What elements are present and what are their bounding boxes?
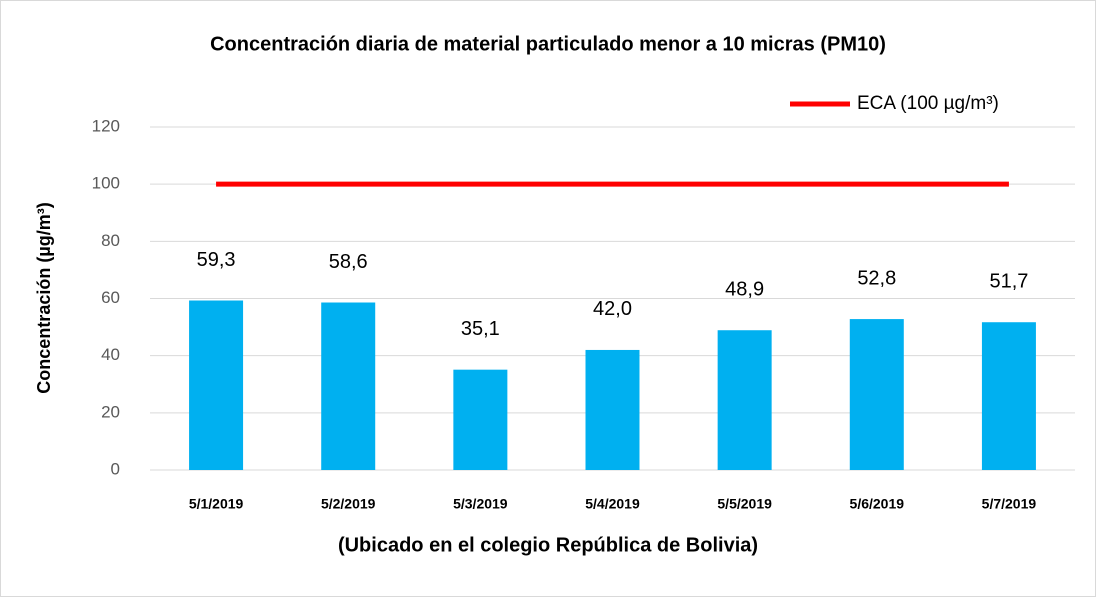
y-tick-label: 60 — [101, 288, 120, 307]
bar — [585, 349, 640, 470]
data-label: 42,0 — [593, 298, 632, 320]
bar — [453, 369, 508, 470]
y-tick-label: 20 — [101, 402, 120, 421]
data-label: 59,3 — [197, 249, 236, 271]
data-label: 58,6 — [329, 251, 368, 273]
x-tick-label: 5/6/2019 — [850, 496, 905, 512]
legend-label: ECA (100 µg/m³) — [857, 93, 999, 114]
data-label: 48,9 — [725, 279, 764, 301]
y-tick-label: 0 — [111, 459, 120, 478]
chart-title: Concentración diaria de material particu… — [210, 33, 886, 55]
bar — [189, 300, 244, 470]
y-tick-label: 100 — [92, 174, 120, 193]
data-label: 51,7 — [989, 271, 1028, 293]
bar — [321, 302, 376, 470]
bar — [717, 330, 772, 470]
x-tick-label: 5/1/2019 — [189, 496, 244, 512]
bar — [849, 319, 904, 470]
y-axis-label: Concentración (µg/m³) — [34, 202, 54, 393]
x-axis-label: (Ubicado en el colegio República de Boli… — [338, 534, 758, 556]
x-tick-label: 5/7/2019 — [982, 496, 1037, 512]
y-tick-label: 40 — [101, 345, 120, 364]
data-label: 35,1 — [461, 318, 500, 340]
data-label: 52,8 — [857, 267, 896, 289]
y-tick-label: 120 — [92, 116, 120, 135]
x-tick-label: 5/4/2019 — [585, 496, 640, 512]
x-tick-label: 5/3/2019 — [453, 496, 508, 512]
y-tick-label: 80 — [101, 231, 120, 250]
x-tick-label: 5/2/2019 — [321, 496, 376, 512]
bar — [981, 322, 1036, 470]
x-tick-label: 5/5/2019 — [717, 496, 772, 512]
